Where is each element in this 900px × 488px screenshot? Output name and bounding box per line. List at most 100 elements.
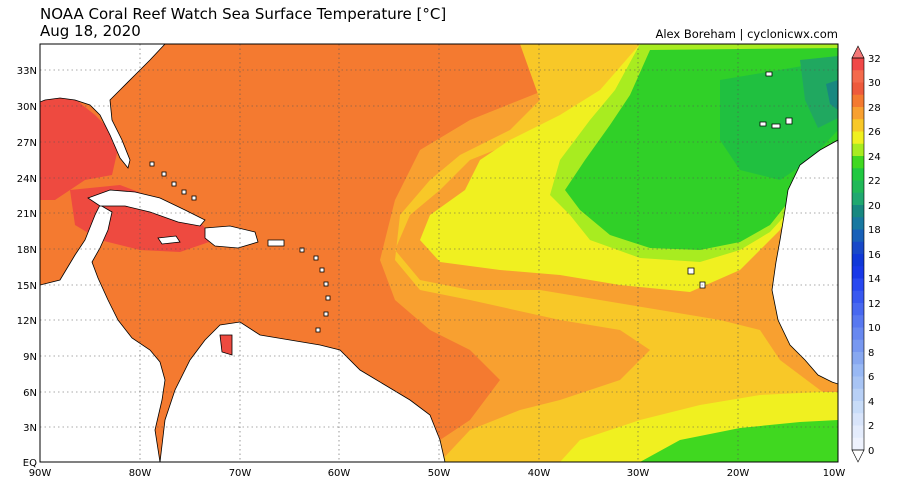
lon-axis: 90W 80W 70W 60W 50W 40W 30W 20W 10W [29,468,846,479]
lat-label: 9N [23,352,37,363]
land-madeira [765,71,773,77]
colorbar-label: 20 [868,201,881,212]
colorbar-cell [852,217,864,230]
colorbar-label: 22 [868,176,881,187]
colorbar-cell [852,70,864,83]
lat-label: 33N [17,66,37,77]
colorbar-cell [852,290,864,304]
colorbar-label: 6 [868,372,874,383]
colorbar-cell [852,107,864,120]
colorbar-cell [852,94,864,108]
colorbar-cell [852,156,864,169]
colorbar-cell [852,229,864,243]
lon-label: 80W [129,468,152,479]
colorbar-min-arrow [851,449,865,463]
colorbar-label: 8 [868,348,874,359]
lon-label: 40W [528,468,551,479]
sst-field [40,44,838,462]
land-canary-islands [759,117,793,129]
colorbar-cell [852,376,864,390]
credit-text: Alex Boreham | cyclonicwx.com [655,27,838,41]
colorbar-cell [852,315,864,328]
lon-label: 20W [727,468,750,479]
colorbar-cell [852,58,864,71]
colorbar-cell [852,388,864,402]
colorbar-cell [852,327,864,341]
sst-zone-24-south [640,420,838,462]
colorbar-cell [852,413,864,426]
land-west-africa [771,139,838,385]
colorbar-frame [851,57,865,451]
lat-label: 6N [23,388,37,399]
colorbar-cell [852,425,864,439]
colorbar-cell [852,352,864,365]
lake-maracaibo [219,334,233,356]
colorbar-label: 4 [868,397,874,408]
lon-label: 30W [627,468,650,479]
colorbar-cell [852,143,864,157]
colorbar-label: 24 [868,152,881,163]
lat-label: 12N [17,316,37,327]
lat-label: 15N [17,281,37,292]
lat-label: 18N [17,245,37,256]
colorbar-cell [852,303,864,316]
colorbar-label: 12 [868,299,881,310]
map-date: Aug 18, 2020 [40,22,141,40]
colorbar-cell [852,266,864,279]
colorbar-cell [852,180,864,194]
colorbar-label: 32 [868,54,881,65]
sst-zone-22 [800,56,838,128]
land-central-america [40,204,166,462]
colorbar: 32 30 28 26 24 22 20 18 16 14 12 10 8 6 … [851,45,881,463]
lat-axis: 33N 30N 27N 24N 21N 18N 15N 12N 9N 6N 3N… [17,66,37,469]
colorbar-label: 16 [868,250,881,261]
colorbar-label: 10 [868,323,881,334]
land-north-america [40,44,166,169]
colorbar-label: 14 [868,274,881,285]
lat-label: 24N [17,174,37,185]
lat-label: 30N [17,102,37,113]
colorbar-label: 30 [868,78,881,89]
land-hispaniola [204,225,259,249]
colorbar-label: 2 [868,421,874,432]
lon-label: 70W [229,468,252,479]
lon-label: 60W [328,468,351,479]
colorbar-label: 28 [868,103,881,114]
lat-label: 21N [17,209,37,220]
sst-zone-29 [40,44,545,462]
colorbar-cell [852,192,864,206]
colorbar-cells [852,58,864,451]
land-puerto-rico [267,239,285,247]
sst-zone-27 [395,44,838,462]
lat-label: 3N [23,423,37,434]
colorbar-cell [852,254,864,267]
colorbar-cell [852,401,864,414]
colorbar-cell [852,364,864,377]
colorbar-label: 26 [868,127,881,138]
colorbar-cell [852,278,864,292]
colorbar-cell [852,119,864,132]
sst-zone-20 [826,80,838,110]
land-bahamas [149,161,197,201]
colorbar-cell [852,82,864,96]
land-cuba [87,189,206,227]
colorbar-cell [852,205,864,218]
lon-label: 90W [29,468,52,479]
land-cape-verde [687,267,706,289]
lon-label: 50W [428,468,451,479]
sst-zone-30-gulf [40,90,120,200]
lat-label: 27N [17,138,37,149]
colorbar-cell [852,241,864,255]
colorbar-label: 0 [868,446,874,457]
colorbar-cell [852,339,864,353]
colorbar-cell [852,131,864,145]
colorbar-cell [852,437,864,451]
map-frame [39,43,839,463]
colorbar-labels: 32 30 28 26 24 22 20 18 16 14 12 10 8 6 … [868,54,881,457]
lat-label: EQ [23,458,37,469]
land-lesser-antilles [299,247,331,333]
colorbar-cell [852,168,864,181]
colorbar-label: 18 [868,225,881,236]
land-jamaica [157,235,181,245]
